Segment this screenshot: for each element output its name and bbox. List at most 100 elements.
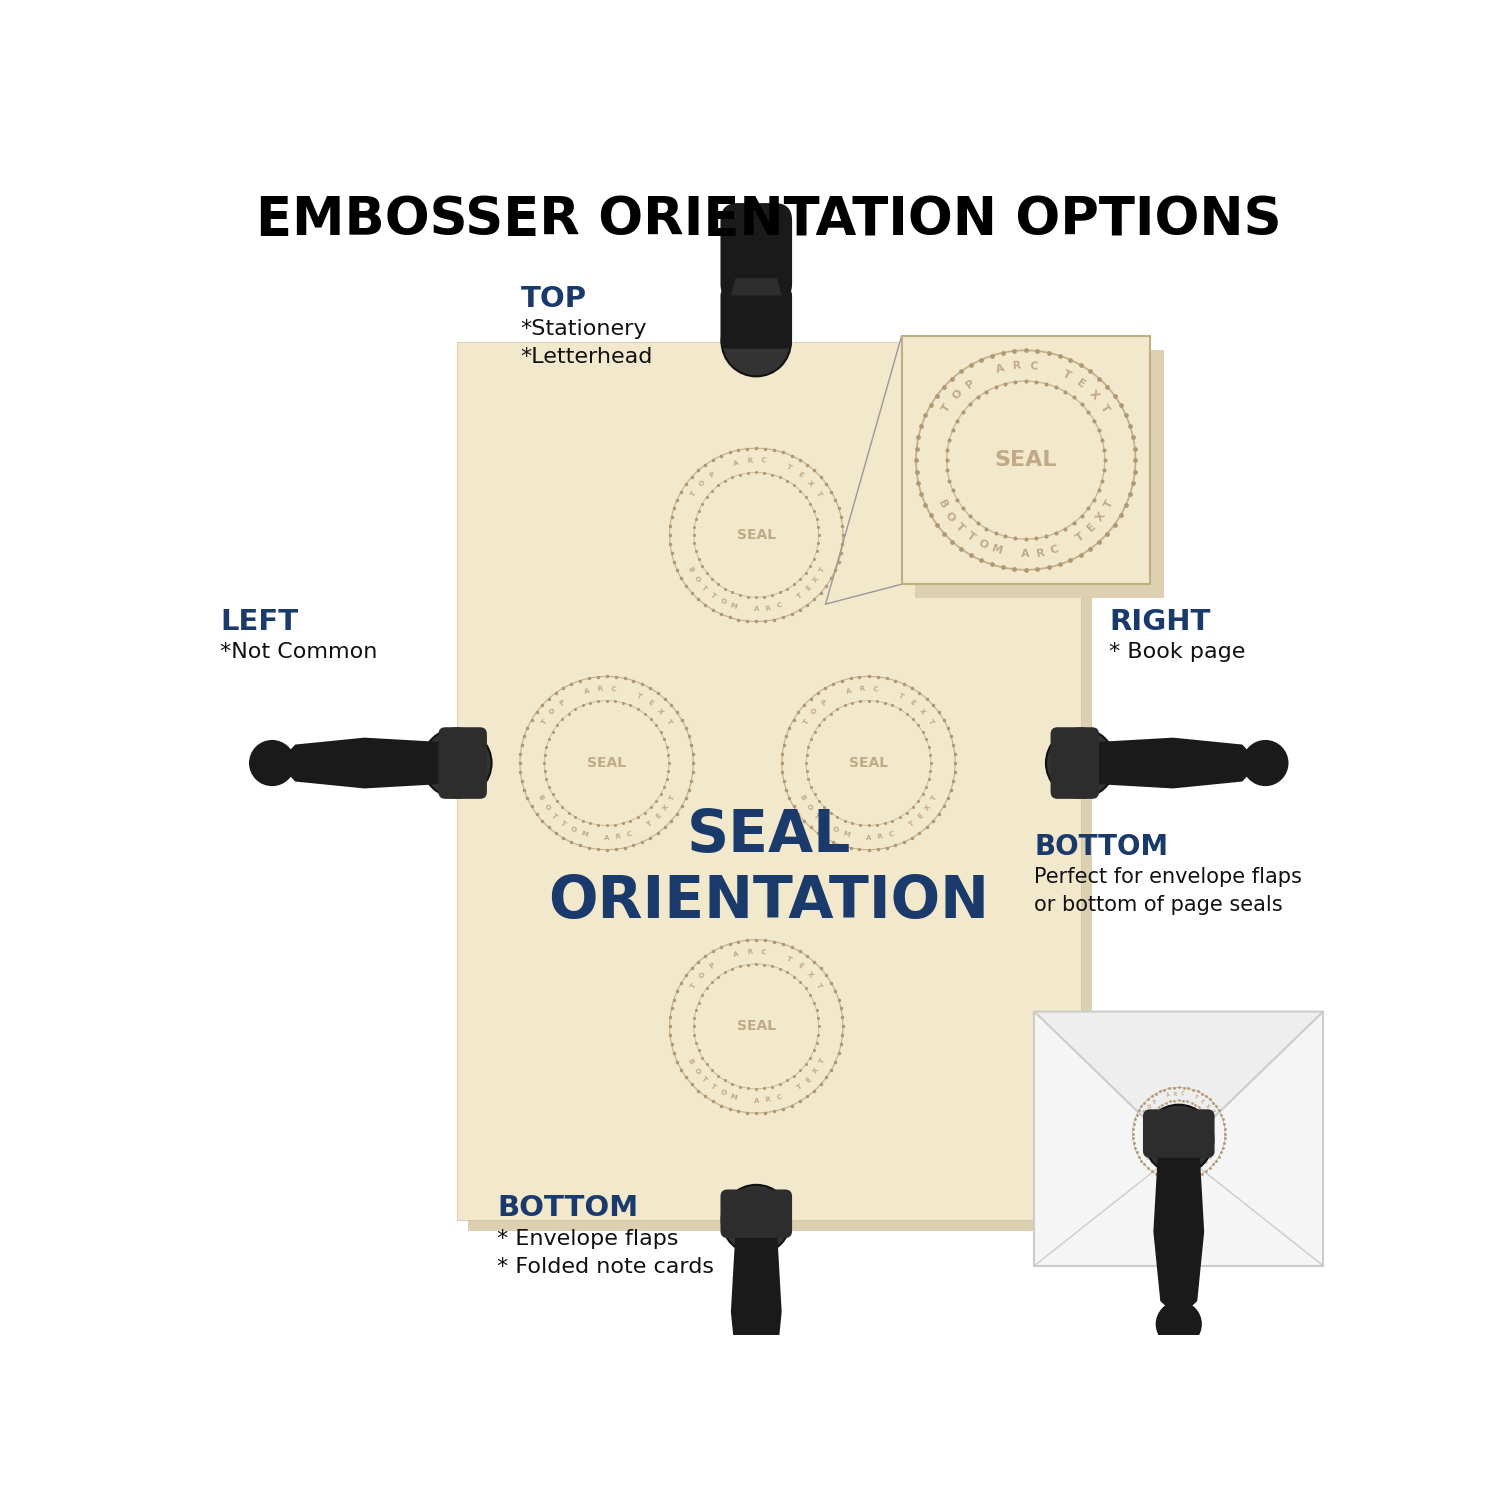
Text: T: T <box>1102 498 1116 510</box>
Text: M: M <box>842 830 850 839</box>
Text: X: X <box>1095 510 1108 524</box>
Circle shape <box>734 1382 780 1428</box>
Text: B: B <box>936 498 948 510</box>
FancyBboxPatch shape <box>438 728 488 800</box>
Text: B: B <box>687 1058 694 1065</box>
Text: T: T <box>908 821 915 828</box>
Text: T: T <box>1148 1160 1154 1166</box>
Text: T: T <box>1074 531 1086 543</box>
Polygon shape <box>1154 1150 1204 1318</box>
Text: O: O <box>718 1089 728 1096</box>
Text: R: R <box>747 950 753 956</box>
Text: X: X <box>806 970 814 980</box>
Text: A: A <box>584 687 590 694</box>
Text: O: O <box>718 597 728 606</box>
Text: T: T <box>550 813 558 820</box>
Text: T: T <box>784 956 792 963</box>
Text: X: X <box>924 804 933 812</box>
Text: SEAL: SEAL <box>1167 1130 1191 1138</box>
Text: SEAL: SEAL <box>994 450 1058 470</box>
Text: A: A <box>865 834 871 840</box>
Text: R: R <box>1184 1170 1186 1176</box>
Text: P: P <box>1152 1098 1158 1104</box>
Text: B: B <box>687 566 694 573</box>
Text: O: O <box>1144 1155 1150 1161</box>
Text: A: A <box>753 1098 759 1104</box>
FancyBboxPatch shape <box>720 1190 792 1237</box>
Text: *Not Common: *Not Common <box>220 642 378 662</box>
Text: SEAL: SEAL <box>736 528 776 542</box>
Text: M: M <box>990 543 1004 556</box>
Text: T: T <box>1098 402 1112 414</box>
Text: O: O <box>693 574 700 584</box>
Text: LEFT: LEFT <box>220 608 298 636</box>
Text: T: T <box>560 821 567 828</box>
Bar <box>468 354 1092 1232</box>
Text: R: R <box>1013 360 1022 372</box>
Polygon shape <box>1092 738 1260 789</box>
Text: O: O <box>698 970 706 980</box>
Text: T: T <box>646 821 654 828</box>
Text: M: M <box>729 1094 738 1101</box>
Text: T: T <box>669 794 676 801</box>
Text: O: O <box>698 478 706 488</box>
Text: T: T <box>540 718 548 726</box>
Text: B: B <box>537 794 544 801</box>
Text: P: P <box>708 471 716 478</box>
Circle shape <box>722 1185 790 1254</box>
Text: T: T <box>930 794 938 801</box>
Text: A: A <box>1166 1092 1170 1098</box>
Text: B: B <box>1140 1149 1146 1155</box>
Text: T: T <box>636 692 642 700</box>
FancyBboxPatch shape <box>1143 1110 1215 1158</box>
Text: O: O <box>810 708 819 716</box>
Text: O: O <box>944 510 957 524</box>
Text: P: P <box>560 699 567 706</box>
Text: SEAL: SEAL <box>586 756 626 770</box>
Bar <box>915 350 1164 598</box>
Text: A: A <box>604 834 609 840</box>
Text: T: T <box>664 718 672 726</box>
Text: T: T <box>700 584 708 592</box>
Bar <box>458 342 1080 1220</box>
Text: E: E <box>1200 1098 1204 1104</box>
Text: O: O <box>831 825 839 834</box>
Circle shape <box>722 308 790 376</box>
Text: T: T <box>815 490 822 498</box>
Text: T: T <box>1198 1162 1204 1168</box>
Text: T: T <box>1143 1108 1149 1114</box>
Text: C: C <box>776 602 783 609</box>
Text: C: C <box>760 458 766 464</box>
Text: E: E <box>646 699 654 706</box>
Text: X: X <box>918 708 927 716</box>
Text: E: E <box>804 584 812 592</box>
Text: RIGHT: RIGHT <box>1110 608 1210 636</box>
Text: E: E <box>916 813 924 820</box>
FancyBboxPatch shape <box>1050 728 1100 800</box>
Text: C: C <box>888 831 894 837</box>
Circle shape <box>1242 740 1288 786</box>
Text: C: C <box>626 831 633 837</box>
Text: C: C <box>1180 1092 1184 1096</box>
FancyBboxPatch shape <box>720 288 792 348</box>
Text: T: T <box>819 566 827 573</box>
Text: O: O <box>1148 1102 1154 1110</box>
Bar <box>902 336 1150 585</box>
Text: T: T <box>954 520 966 534</box>
Text: E: E <box>796 963 804 970</box>
Text: E: E <box>1086 522 1098 534</box>
Text: O: O <box>543 804 550 812</box>
Text: E: E <box>909 699 916 706</box>
Text: B: B <box>800 794 807 801</box>
Text: SEAL
ORIENTATION: SEAL ORIENTATION <box>549 807 990 930</box>
Text: T: T <box>1194 1095 1198 1101</box>
Text: P: P <box>964 378 976 390</box>
Text: X: X <box>663 804 670 812</box>
Text: X: X <box>806 480 814 488</box>
Text: * Book page: * Book page <box>1110 642 1246 662</box>
Text: T: T <box>927 718 934 726</box>
Text: T: T <box>710 591 717 600</box>
Circle shape <box>249 740 296 786</box>
Text: A: A <box>734 951 740 958</box>
Text: X: X <box>1088 388 1101 402</box>
